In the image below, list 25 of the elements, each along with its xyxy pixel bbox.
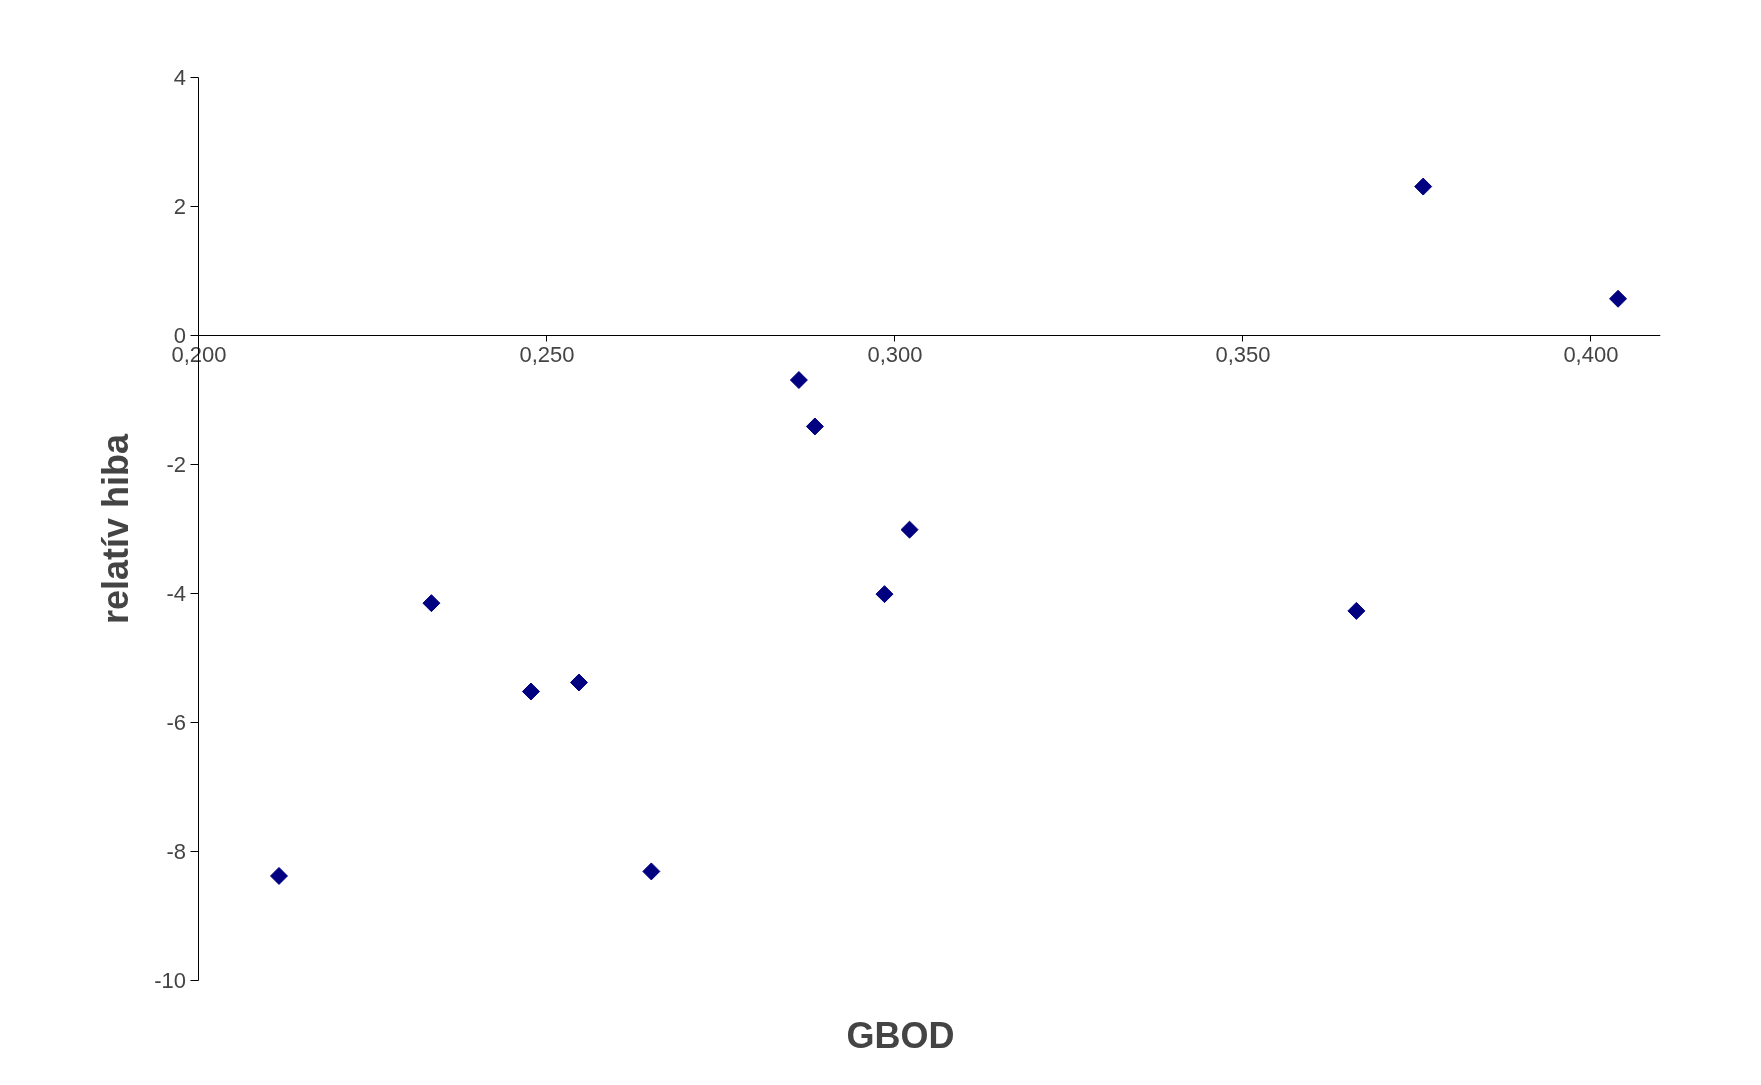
point [900,520,919,539]
x-tick-label: 0,400 [1563,341,1619,367]
point [642,862,661,881]
y-tick-label: -6 [166,709,186,735]
y-tick-label: 4 [173,65,186,91]
point [875,585,894,604]
point [789,371,808,390]
point [1347,601,1366,620]
point [805,417,824,436]
point [569,673,588,692]
point [422,594,441,613]
x-tick-label: 0,250 [519,341,575,367]
x-tick-label: 0,350 [1215,341,1271,367]
point [1609,289,1628,308]
y-tick-label: 2 [173,194,186,220]
y-axis-title: relatív hiba [94,432,136,625]
y-tick-label: -2 [166,452,186,478]
y-tick-label: -4 [166,580,186,606]
x-tick-label: 0,300 [867,341,923,367]
y-tick-label: -8 [166,838,186,864]
y-tick-label: -10 [154,967,186,993]
point [270,866,288,885]
point [1414,177,1433,196]
x-axis-title: GBOD [846,1014,955,1056]
point [521,682,540,701]
